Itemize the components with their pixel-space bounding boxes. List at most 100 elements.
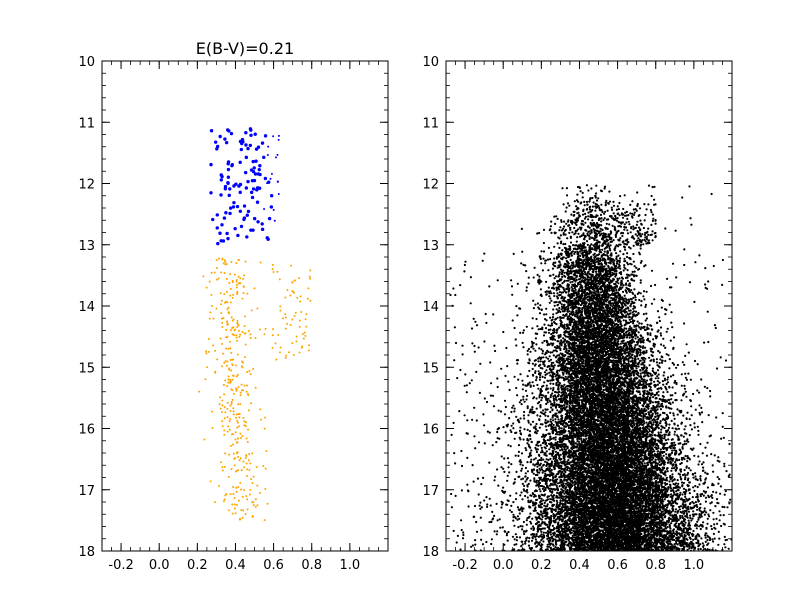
data-point: [604, 388, 607, 391]
data-point: [226, 181, 230, 185]
data-point: [227, 193, 231, 198]
data-point: [241, 331, 244, 334]
data-point: [213, 271, 216, 274]
data-point: [225, 329, 228, 332]
data-point: [274, 342, 277, 345]
data-point: [239, 224, 244, 229]
data-point: [696, 485, 699, 489]
data-point: [277, 193, 280, 196]
data-point: [291, 318, 294, 321]
data-point: [207, 350, 210, 353]
data-point: [229, 404, 232, 407]
data-point: [236, 322, 239, 325]
data-point: [226, 430, 229, 433]
data-point: [219, 292, 222, 295]
data-point: [229, 347, 232, 350]
data-point: [291, 281, 294, 284]
data-point: [227, 476, 230, 479]
data-point: [638, 326, 641, 329]
data-point: [217, 484, 220, 487]
chart-title-left: E(B-V)=0.21: [196, 39, 294, 58]
data-point: [251, 501, 254, 504]
data-point: [262, 465, 265, 468]
x-tick-label: 0.4: [225, 558, 246, 573]
data-point: [631, 216, 634, 219]
data-point: [239, 432, 242, 435]
data-point: [588, 200, 591, 203]
data-point: [568, 314, 571, 318]
data-point: [244, 513, 247, 516]
data-point: [249, 373, 252, 376]
data-point: [688, 434, 691, 437]
data-point: [279, 309, 282, 312]
data-point: [515, 344, 518, 347]
data-point: [232, 293, 235, 296]
data-point: [721, 425, 724, 428]
data-point: [536, 325, 539, 328]
data-point: [236, 451, 239, 454]
data-point: [251, 482, 254, 485]
ticks-left: [101, 60, 389, 552]
data-point: [301, 333, 304, 336]
data-point: [263, 519, 266, 522]
data-point: [235, 280, 238, 283]
data-point: [224, 494, 227, 497]
data-point: [676, 363, 680, 367]
data-point: [694, 261, 697, 264]
data-point: [225, 263, 228, 266]
data-point: [260, 418, 263, 421]
data-point: [279, 346, 282, 349]
data-point: [648, 356, 651, 359]
data-point: [699, 479, 702, 482]
data-point: [504, 374, 507, 377]
data-point: [608, 190, 611, 193]
data-point: [704, 500, 708, 503]
data-point: [251, 187, 256, 191]
data-point: [724, 546, 727, 549]
data-point: [221, 365, 224, 368]
data-point: [226, 308, 229, 311]
data-point: [595, 239, 598, 242]
data-point: [266, 502, 269, 505]
data-point: [284, 327, 287, 330]
data-point: [245, 437, 248, 440]
data-point: [275, 358, 278, 361]
data-point: [249, 333, 252, 336]
data-point: [263, 176, 268, 181]
data-point: [260, 227, 265, 232]
y-tick-label: 11: [78, 116, 95, 131]
data-point: [220, 174, 224, 179]
data-point: [524, 472, 527, 475]
data-point: [232, 410, 235, 413]
data-point: [644, 374, 647, 377]
data-point: [230, 402, 233, 405]
data-point: [519, 525, 522, 528]
data-point: [681, 196, 684, 199]
data-point: [550, 292, 553, 295]
data-point: [205, 286, 208, 289]
data-point: [226, 335, 229, 338]
data-point: [272, 270, 275, 273]
data-point: [475, 419, 478, 422]
data-point: [699, 495, 702, 498]
data-point: [675, 508, 678, 511]
data-point: [284, 356, 287, 359]
data-point: [209, 191, 213, 195]
data-point: [529, 479, 532, 482]
data-point: [241, 516, 244, 519]
data-point: [252, 504, 255, 507]
data-point: [254, 498, 257, 501]
data-point: [209, 311, 212, 314]
data-point: [549, 410, 552, 414]
data-point: [249, 337, 252, 340]
data-point: [215, 259, 218, 262]
data-point: [211, 426, 214, 429]
data-point: [552, 354, 555, 357]
data-point: [228, 420, 231, 423]
data-point: [513, 538, 516, 541]
data-point: [289, 294, 292, 297]
data-point: [243, 325, 246, 328]
data-point: [218, 134, 222, 139]
data-point: [238, 413, 241, 416]
data-point: [250, 309, 253, 312]
